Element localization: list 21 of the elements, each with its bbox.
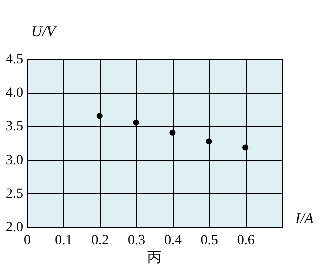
point — [96, 113, 103, 120]
x-tick-label: 0 — [24, 234, 31, 248]
y-tick-label: 3.0 — [6, 153, 24, 168]
y-axis-title: U/V — [32, 24, 58, 40]
y-tick-label: 3.5 — [6, 120, 24, 135]
x-tick-label: 0.5 — [200, 234, 218, 248]
point — [242, 144, 249, 151]
x-tick-label: 0.4 — [164, 234, 182, 248]
point — [206, 138, 212, 145]
y-tick-label: 4.5 — [6, 52, 24, 68]
y-tick-label: 2.0 — [6, 220, 24, 236]
x-axis-title: I/A — [294, 212, 315, 228]
x-tick-label: 0.6 — [237, 234, 255, 248]
y-tick-label: 2.5 — [6, 186, 24, 202]
y-tick-label: 4.0 — [6, 86, 24, 102]
point — [133, 120, 140, 126]
x-tick-label: 0.2 — [92, 234, 110, 248]
x-tick-label: 0.1 — [55, 234, 73, 248]
point — [170, 130, 176, 136]
x-tick-label: 0.3 — [128, 234, 146, 248]
text: 丙 — [148, 251, 162, 266]
